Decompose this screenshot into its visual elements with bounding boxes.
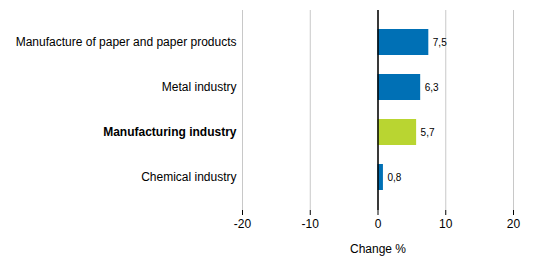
- svg-text:0,8: 0,8: [387, 172, 401, 183]
- svg-text:Chemical industry: Chemical industry: [141, 170, 236, 184]
- svg-text:-20: -20: [234, 217, 252, 231]
- svg-text:Change %: Change %: [350, 242, 406, 256]
- svg-text:Metal industry: Metal industry: [162, 80, 237, 94]
- svg-text:7,5: 7,5: [433, 37, 447, 48]
- svg-text:20: 20: [507, 217, 521, 231]
- svg-text:10: 10: [439, 217, 453, 231]
- svg-text:Manufacture of paper and paper: Manufacture of paper and paper products: [16, 35, 237, 49]
- svg-text:Manufacturing industry: Manufacturing industry: [103, 125, 237, 139]
- svg-text:0: 0: [375, 217, 382, 231]
- svg-text:5,7: 5,7: [421, 127, 435, 138]
- svg-text:-10: -10: [302, 217, 320, 231]
- svg-text:6,3: 6,3: [425, 82, 439, 93]
